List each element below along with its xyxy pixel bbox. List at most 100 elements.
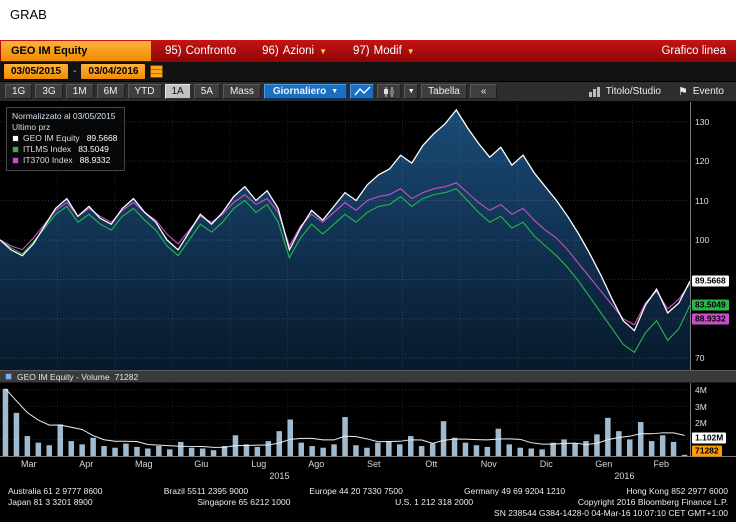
range-button-6m[interactable]: 6M xyxy=(96,84,125,99)
frequency-dropdown[interactable]: Giornaliero ▼ xyxy=(263,84,348,99)
chart-legend: Normalizzato al 03/05/2015 Ultimo prz GE… xyxy=(6,107,126,172)
range-button-5a[interactable]: 5A xyxy=(193,84,220,99)
line-chart-icon xyxy=(354,86,371,96)
menu-confronto[interactable]: 95) Confronto xyxy=(152,40,249,62)
flag-icon: ⚑ xyxy=(677,85,688,98)
month-label: Ott xyxy=(425,459,438,469)
footer-contact: Singapore 65 6212 1000 xyxy=(197,497,291,507)
collapse-button[interactable]: « xyxy=(469,84,498,99)
price-tick-label: 110 xyxy=(695,195,709,206)
volume-panel-header[interactable]: GEO IM Equity - Volume 71282 xyxy=(0,370,736,383)
chart-type-dropdown[interactable]: ▼ xyxy=(404,84,419,99)
last-price-callout: 88.9332 xyxy=(692,313,729,325)
range-button-3g[interactable]: 3G xyxy=(35,84,63,99)
calendar-icon[interactable] xyxy=(150,65,164,78)
series-last-price: 89.5668 xyxy=(86,133,118,144)
range-button-1g[interactable]: 1G xyxy=(5,84,33,99)
study-button[interactable]: Titolo/Studio xyxy=(582,86,668,97)
month-label: Lug xyxy=(251,459,267,469)
menu-bar-spacer xyxy=(428,40,662,62)
volume-last-value: 71282 xyxy=(114,371,139,382)
year-label: 2016 xyxy=(614,471,635,481)
last-price-callout: 83.5049 xyxy=(692,299,729,311)
security-ticker-box[interactable]: GEO IM Equity xyxy=(1,41,151,61)
menu-azioni[interactable]: 96) Azioni ▼ xyxy=(249,40,340,62)
legend-item[interactable]: IT3700 Index 88.9332 xyxy=(12,155,117,166)
date-dash: - xyxy=(73,66,77,77)
series-name: GEO IM Equity xyxy=(23,133,80,144)
session-info: SN 238544 G384-1428-0 04-Mar-16 10:07:10… xyxy=(494,508,728,518)
footer-contact: Japan 81 3 3201 8900 xyxy=(8,497,93,507)
range-button-1m[interactable]: 1M xyxy=(65,84,94,99)
menu-label: Modif xyxy=(373,45,402,57)
month-label: Mar xyxy=(21,459,37,469)
series-swatch-green xyxy=(12,146,19,154)
price-tick-label: 130 xyxy=(695,116,710,127)
chart-area: 70809010011012013089.566883.504988.9332 … xyxy=(0,102,736,483)
footer-contact: Copyright 2016 Bloomberg Finance L.P. xyxy=(577,497,728,507)
month-label: Apr xyxy=(79,459,94,469)
legend-item[interactable]: ITLMS Index 83.5049 xyxy=(12,144,117,155)
month-label: Giu xyxy=(194,459,209,469)
series-swatch-magenta xyxy=(12,157,19,165)
footer-contacts-line2: Japan 81 3 3201 8900 Singapore 65 6212 10… xyxy=(8,497,728,508)
range-button-mass[interactable]: Mass xyxy=(222,84,261,99)
end-date-field[interactable]: 03/04/2016 xyxy=(81,64,146,79)
price-chart[interactable] xyxy=(0,102,690,370)
series-swatch-white xyxy=(12,135,19,143)
series-last-price: 83.5049 xyxy=(78,144,109,155)
volume-series-icon xyxy=(5,373,12,380)
chart-toolbar: 1G 3G 1M 6M YTD 1A 5A Mass Giornaliero ▼ ▼ Tabe… xyxy=(0,82,736,102)
footer-contact: Hong Kong 852 2977 6000 xyxy=(626,486,728,496)
date-range-row: 03/05/2015 - 03/04/2016 xyxy=(0,62,736,82)
frequency-label: Giornaliero xyxy=(272,86,327,97)
menu-key: 95) xyxy=(165,45,182,57)
command-menu-bar: GEO IM Equity 95) Confronto 96) Azioni ▼… xyxy=(0,40,736,62)
line-chart-type-button[interactable] xyxy=(350,84,375,99)
volume-chart[interactable] xyxy=(0,383,690,456)
event-button[interactable]: ⚑ Evento xyxy=(671,86,731,97)
candle-chart-type-button[interactable] xyxy=(377,84,402,99)
month-label: Nov xyxy=(480,459,497,469)
volume-average-callout: 1.102M xyxy=(692,432,727,444)
range-button-ytd[interactable]: YTD xyxy=(127,84,162,99)
study-label: Titolo/Studio xyxy=(605,86,661,97)
table-button[interactable]: Tabella xyxy=(421,84,467,99)
range-button-1a[interactable]: 1A xyxy=(164,84,191,99)
menu-modif[interactable]: 97) Modif ▼ xyxy=(340,40,428,62)
volume-title: GEO IM Equity - Volume xyxy=(17,371,110,382)
series-last-price: 88.9332 xyxy=(79,155,111,166)
month-label: Mag xyxy=(134,459,153,469)
terminal-footer: Australia 61 2 9777 8600 Brazil 5511 2395… xyxy=(0,483,736,522)
footer-contact: U.S. 1 212 318 2000 xyxy=(395,497,474,507)
month-label: Dic xyxy=(539,459,553,469)
month-label: Ago xyxy=(308,459,325,469)
legend-subtitle: Ultimo prz xyxy=(12,122,51,133)
menu-key: 96) xyxy=(262,45,279,57)
volume-tick-label: 3M xyxy=(695,401,707,412)
time-x-axis: Mar Apr Mag Giu Lug Ago Set Ott Nov Dic Gen Feb 201… xyxy=(0,457,690,483)
footer-contact: Europe 44 20 7330 7500 xyxy=(309,486,403,496)
price-tick-label: 120 xyxy=(695,156,710,167)
footer-contacts-line1: Australia 61 2 9777 8600 Brazil 5511 2395… xyxy=(8,486,728,497)
last-price-callout: 89.5668 xyxy=(692,275,729,287)
menu-label: Confronto xyxy=(185,45,237,57)
legend-item[interactable]: GEO IM Equity 89.5668 xyxy=(12,133,117,144)
footer-contact: Germany 49 69 9204 1210 xyxy=(464,486,566,496)
range-button-group: 1G 3G 1M 6M YTD 1A 5A Mass xyxy=(5,84,261,99)
price-tick-label: 100 xyxy=(695,234,710,245)
chevron-down-icon: ▼ xyxy=(319,46,328,56)
price-panel: 70809010011012013089.566883.504988.9332 … xyxy=(0,102,736,370)
chevron-down-icon: ▼ xyxy=(406,46,415,56)
event-label: Evento xyxy=(692,86,724,97)
month-label: Feb xyxy=(653,459,670,469)
volume-last-callout: 71282 xyxy=(692,445,722,457)
footer-contact: Brazil 5511 2395 9000 xyxy=(163,486,249,496)
chart-mode-label: Grafico linea xyxy=(661,45,726,57)
series-name: IT3700 Index xyxy=(23,155,73,166)
start-date-field[interactable]: 03/05/2015 xyxy=(4,64,69,79)
